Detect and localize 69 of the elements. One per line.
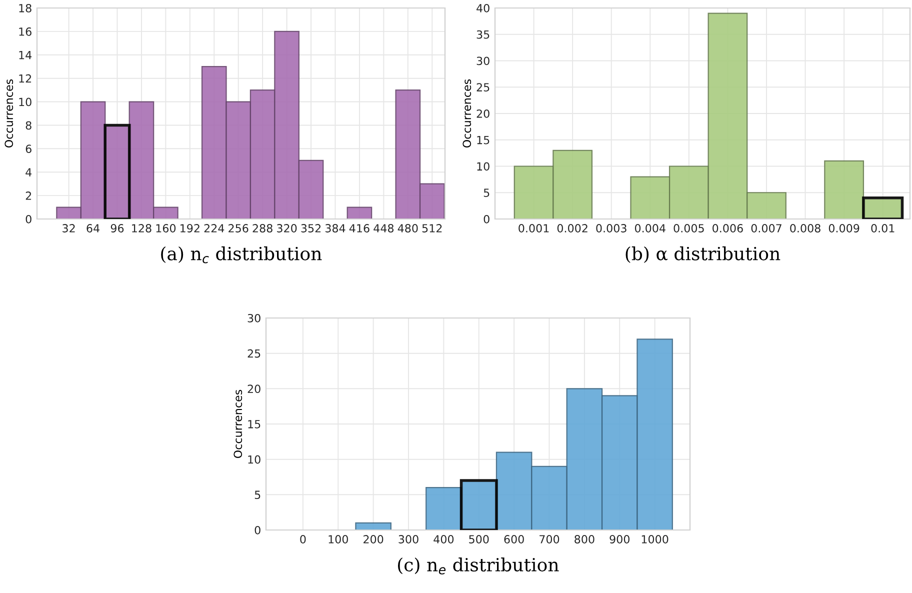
x-tick-label: 512	[422, 224, 442, 232]
x-tick-label: 600	[504, 535, 524, 544]
x-tick-label: 300	[398, 535, 418, 544]
y-tick-label: 30	[248, 314, 260, 322]
y-tick-label: 0	[484, 214, 490, 224]
x-tick-label: 0.009	[828, 224, 860, 232]
x-tick-label: 480	[398, 224, 418, 232]
x-tick-label: 416	[349, 224, 370, 232]
x-tick-label: 0.006	[712, 224, 743, 232]
y-tick-label: 0	[254, 526, 260, 534]
x-tick-label: 900	[610, 535, 630, 544]
x-tick-label: 200	[364, 535, 384, 544]
text: (a) n$_{c}$ distribution	[161, 246, 322, 264]
x-tick-label: 0.004	[634, 224, 666, 232]
y-tick-label: 35	[476, 30, 490, 39]
x-tick-label: 96	[110, 224, 124, 232]
x-tick-label: 0.007	[751, 224, 782, 232]
y-tick-label: 12	[19, 74, 32, 83]
y-tick-label: 5	[254, 490, 260, 500]
x-tick-label: 0.008	[790, 224, 820, 232]
x-tick-label: 384	[325, 224, 346, 232]
x-tick-label: 64	[86, 224, 100, 232]
y-tick-label: 30	[476, 56, 490, 66]
x-tick-label: 0.005	[674, 224, 704, 232]
text: (c) n$_{e}$ distribution	[398, 558, 559, 574]
y-tick-label: 0	[26, 214, 32, 224]
x-tick-label: 160	[156, 224, 176, 232]
y-tick-label: 14	[19, 51, 32, 60]
x-tick-label: 0	[300, 535, 306, 544]
y-axis-title: Occurrences	[4, 79, 14, 148]
y-tick-label: 10	[477, 162, 490, 171]
x-tick-label: 0.002	[557, 224, 588, 232]
x-tick-label: 288	[252, 224, 272, 232]
y-tick-label: 2	[26, 192, 32, 200]
x-tick-label: 0.001	[518, 224, 549, 232]
y-tick-label: 25	[248, 349, 260, 358]
x-tick-label: 700	[540, 535, 560, 544]
y-tick-label: 6	[26, 144, 32, 154]
y-tick-label: 40	[476, 4, 490, 12]
y-tick-label: 18	[19, 4, 32, 12]
text: (b) α distribution	[626, 246, 780, 263]
y-tick-label: 5	[484, 188, 490, 198]
x-tick-label: 256	[228, 224, 248, 232]
x-tick-label: 128	[132, 224, 152, 232]
y-tick-label: 15	[248, 420, 260, 428]
x-tick-label: 1000	[642, 535, 668, 544]
y-tick-label: 10	[248, 455, 260, 464]
x-tick-label: 0.01	[871, 224, 894, 232]
y-tick-label: 16	[19, 27, 32, 36]
x-tick-label: 352	[301, 224, 321, 232]
x-tick-label: 448	[374, 224, 394, 232]
y-tick-label: 10	[19, 98, 32, 106]
y-axis-title: Occurrences	[462, 79, 472, 148]
x-tick-label: 192	[180, 224, 200, 232]
y-tick-label: 4	[26, 168, 32, 176]
x-tick-label: 500	[469, 535, 489, 544]
x-tick-label: 800	[574, 535, 594, 544]
y-tick-label: 15	[477, 136, 490, 144]
x-tick-label: 0.003	[596, 224, 626, 232]
x-tick-label: 224	[204, 224, 224, 232]
x-tick-label: 100	[328, 535, 348, 544]
x-tick-label: 400	[434, 535, 454, 544]
y-tick-label: 20	[248, 384, 260, 394]
y-axis-title: Occurrences	[234, 390, 242, 458]
y-tick-label: 8	[26, 121, 32, 130]
y-tick-label: 25	[476, 83, 490, 92]
y-tick-label: 20	[476, 109, 490, 118]
x-tick-label: 32	[62, 224, 75, 232]
x-tick-label: 320	[277, 224, 297, 232]
